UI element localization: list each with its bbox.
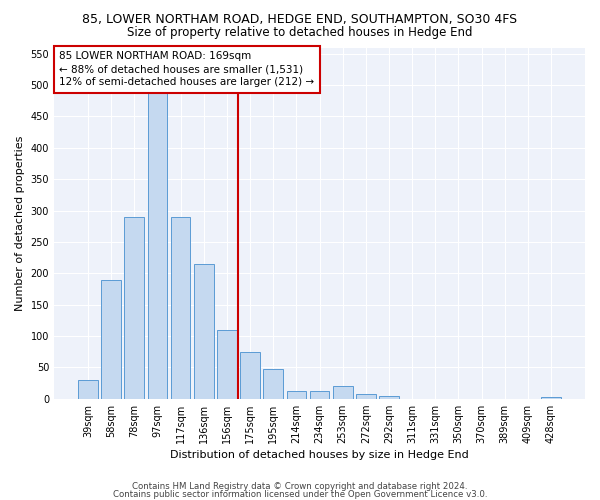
Text: Size of property relative to detached houses in Hedge End: Size of property relative to detached ho… <box>127 26 473 39</box>
Bar <box>217 330 237 398</box>
Bar <box>287 390 306 398</box>
Bar <box>171 217 190 398</box>
Text: 85 LOWER NORTHAM ROAD: 169sqm
← 88% of detached houses are smaller (1,531)
12% o: 85 LOWER NORTHAM ROAD: 169sqm ← 88% of d… <box>59 51 314 88</box>
Bar <box>124 217 144 398</box>
Bar <box>101 280 121 398</box>
Text: Contains public sector information licensed under the Open Government Licence v3: Contains public sector information licen… <box>113 490 487 499</box>
Bar <box>310 390 329 398</box>
Bar <box>333 386 353 398</box>
Bar <box>194 264 214 398</box>
Bar <box>379 396 399 398</box>
Text: Contains HM Land Registry data © Crown copyright and database right 2024.: Contains HM Land Registry data © Crown c… <box>132 482 468 491</box>
Bar <box>148 79 167 398</box>
Text: 85, LOWER NORTHAM ROAD, HEDGE END, SOUTHAMPTON, SO30 4FS: 85, LOWER NORTHAM ROAD, HEDGE END, SOUTH… <box>82 12 518 26</box>
Bar <box>263 369 283 398</box>
Bar <box>356 394 376 398</box>
Bar <box>240 352 260 399</box>
Bar <box>78 380 98 398</box>
Y-axis label: Number of detached properties: Number of detached properties <box>15 136 25 311</box>
X-axis label: Distribution of detached houses by size in Hedge End: Distribution of detached houses by size … <box>170 450 469 460</box>
